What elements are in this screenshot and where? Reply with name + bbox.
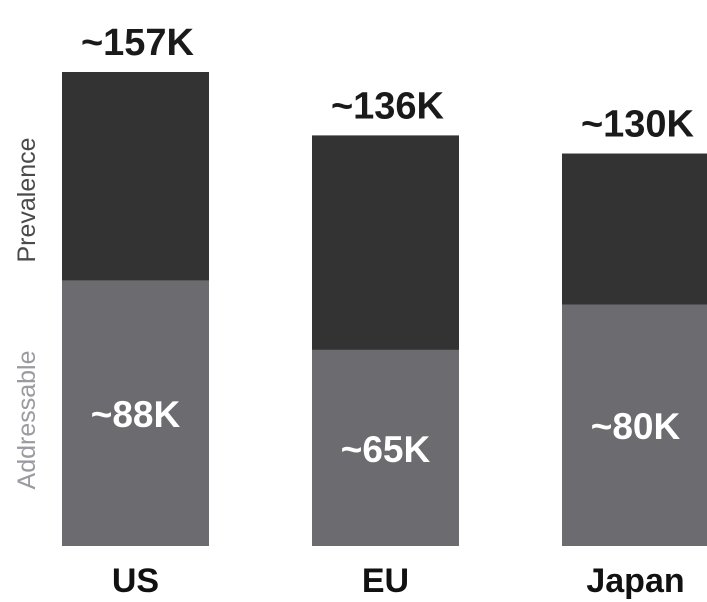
addressable-label-japan: ~80K bbox=[591, 406, 681, 447]
side-label-prevalence: Prevalence bbox=[13, 137, 41, 262]
total-label-japan: ~130K bbox=[581, 104, 695, 146]
addressable-label-us: ~88K bbox=[91, 394, 181, 435]
total-label-eu: ~136K bbox=[331, 85, 445, 127]
category-label-us: US bbox=[112, 562, 159, 600]
category-label-japan: Japan bbox=[586, 562, 684, 600]
side-label-addressable: Addressable bbox=[13, 351, 41, 490]
total-label-us: ~157K bbox=[81, 22, 195, 64]
category-label-eu: EU bbox=[362, 562, 409, 600]
addressable-label-eu: ~65K bbox=[341, 429, 431, 470]
